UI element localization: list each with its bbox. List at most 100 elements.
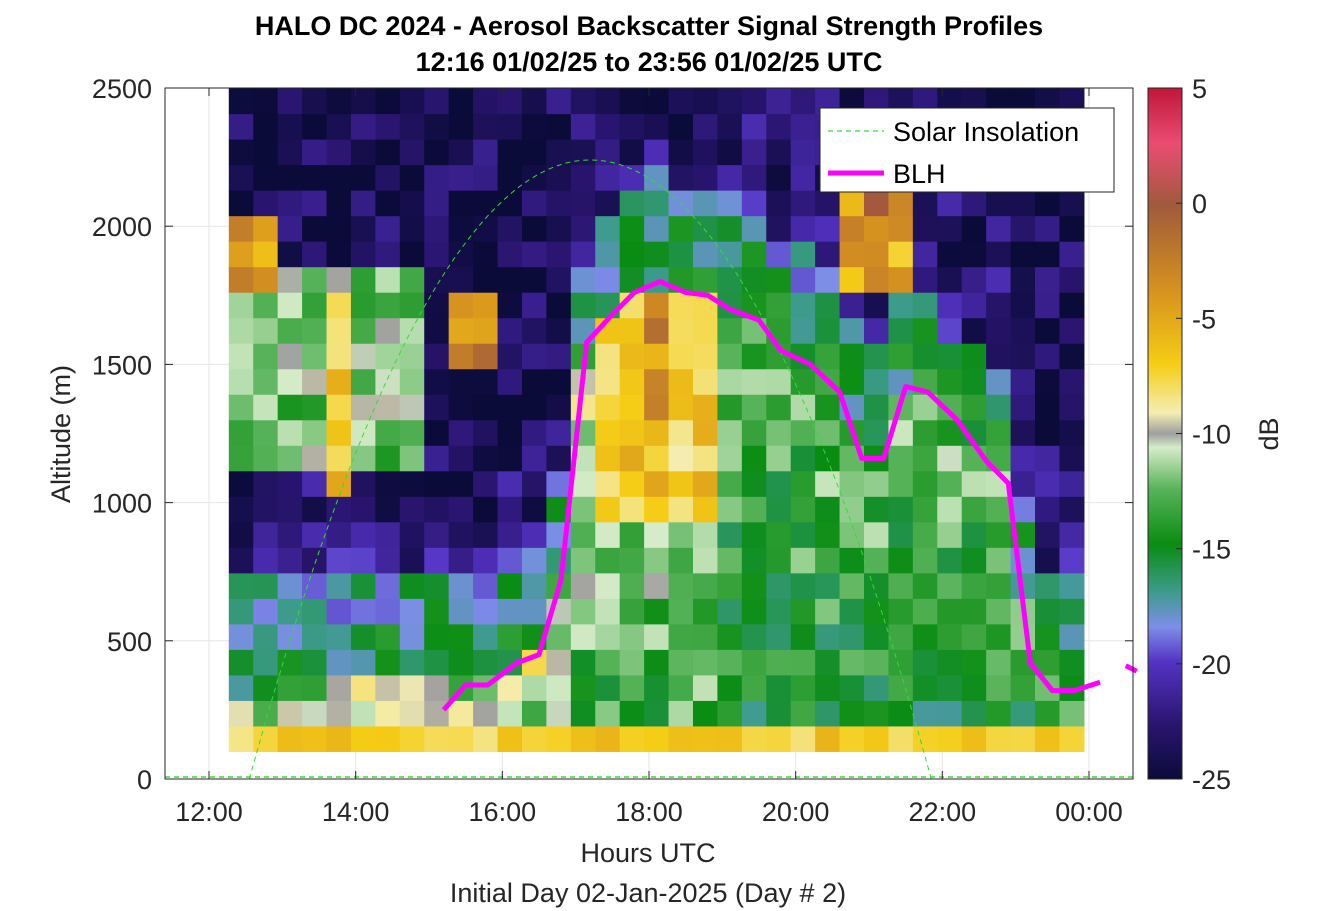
heatmap-cell xyxy=(399,215,425,242)
heatmap-cell xyxy=(570,496,596,523)
heatmap-cell xyxy=(570,547,596,574)
heatmap-cell xyxy=(1035,623,1061,650)
heatmap-cell xyxy=(253,317,279,344)
heatmap-cell xyxy=(326,139,352,166)
heatmap-cell xyxy=(253,368,279,395)
heatmap-cell xyxy=(619,113,645,140)
heatmap-cell xyxy=(790,521,816,548)
heatmap-cell xyxy=(863,343,890,370)
heatmap-cell xyxy=(644,215,670,242)
heatmap-cell xyxy=(448,317,474,344)
heatmap-cell xyxy=(668,317,694,344)
heatmap-cell xyxy=(277,266,303,293)
y-tick-label-1: 500 xyxy=(107,627,152,657)
heatmap-cell xyxy=(692,496,719,523)
heatmap-cell xyxy=(961,292,987,319)
heatmap-cell xyxy=(863,623,890,650)
heatmap-cell xyxy=(326,572,352,599)
heatmap-cell xyxy=(277,547,303,574)
heatmap-cell xyxy=(888,215,914,242)
heatmap-cell xyxy=(986,623,1012,650)
heatmap-cell xyxy=(766,113,792,140)
heatmap-cell xyxy=(912,343,938,370)
heatmap-cell xyxy=(619,623,645,650)
colorbar-tick-label-5: -20 xyxy=(1192,650,1231,680)
heatmap-cell xyxy=(986,649,1012,676)
heatmap-cell xyxy=(546,343,572,370)
heatmap-cell xyxy=(473,521,499,548)
heatmap-cell xyxy=(521,445,547,472)
heatmap-cell xyxy=(375,598,401,625)
heatmap-cell xyxy=(399,598,425,625)
heatmap-cell xyxy=(546,419,572,446)
heatmap-cell xyxy=(497,215,523,242)
heatmap-cell xyxy=(741,343,767,370)
heatmap-cell xyxy=(668,368,694,395)
heatmap-cell xyxy=(570,292,596,319)
heatmap-cell xyxy=(228,419,254,446)
heatmap-cell xyxy=(912,317,938,344)
heatmap-cell xyxy=(961,598,987,625)
heatmap-cell xyxy=(497,343,523,370)
heatmap-cell xyxy=(595,190,621,217)
x-axis-label-day: Initial Day 02-Jan-2025 (Day # 2) xyxy=(450,878,846,908)
heatmap-cell xyxy=(302,598,328,625)
heatmap-cell xyxy=(815,317,841,344)
heatmap-cell xyxy=(253,623,279,650)
heatmap-cell xyxy=(1010,674,1036,701)
heatmap-cell xyxy=(228,164,254,191)
heatmap-cell xyxy=(497,113,523,140)
heatmap-cell xyxy=(546,113,572,140)
heatmap-cell xyxy=(644,572,670,599)
heatmap-cell xyxy=(448,700,474,727)
heatmap-cell xyxy=(497,266,523,293)
heatmap-cell xyxy=(546,317,572,344)
heatmap-cell xyxy=(424,215,450,242)
heatmap-cell xyxy=(375,164,401,191)
heatmap-cell xyxy=(839,725,865,752)
heatmap-cell xyxy=(375,700,401,727)
heatmap-cell xyxy=(1059,598,1085,625)
heatmap-cell xyxy=(253,521,279,548)
heatmap-cell xyxy=(888,572,914,599)
heatmap-cell xyxy=(473,241,499,268)
heatmap-cell xyxy=(570,470,596,497)
heatmap-cell xyxy=(839,649,865,676)
heatmap-cell xyxy=(937,470,963,497)
series-line-solar-insolation xyxy=(248,159,932,780)
heatmap-cell xyxy=(277,470,303,497)
heatmap-cell xyxy=(473,113,499,140)
heatmap-cell xyxy=(350,241,376,268)
heatmap-cell xyxy=(888,700,914,727)
heatmap-cell xyxy=(326,623,352,650)
heatmap-cell xyxy=(570,623,596,650)
heatmap-cell xyxy=(253,725,279,752)
heatmap-cell xyxy=(448,164,474,191)
heatmap-cell xyxy=(448,496,474,523)
colorbar-tick-label-0: 5 xyxy=(1192,74,1207,104)
heatmap-cell xyxy=(277,521,303,548)
heatmap-cell xyxy=(692,445,719,472)
heatmap-cell xyxy=(399,419,425,446)
heatmap-cell xyxy=(619,725,645,752)
heatmap-cell xyxy=(277,394,303,421)
heatmap-cell xyxy=(595,470,621,497)
heatmap-cell xyxy=(741,725,767,752)
heatmap-cell xyxy=(961,572,987,599)
y-tick-label-0: 0 xyxy=(137,765,152,795)
heatmap-cell xyxy=(644,190,670,217)
series-line-blh-0 xyxy=(441,279,1101,712)
heatmap-cell xyxy=(717,266,743,293)
heatmap-cell xyxy=(497,190,523,217)
heatmap-cell xyxy=(692,241,719,268)
heatmap-cell xyxy=(228,521,254,548)
chart-subtitle: 12:16 01/02/25 to 23:56 01/02/25 UTC xyxy=(416,47,883,77)
heatmap-cell xyxy=(302,394,328,421)
heatmap-cell xyxy=(692,419,719,446)
heatmap-cell xyxy=(424,419,450,446)
heatmap-cell xyxy=(473,572,499,599)
heatmap-cell xyxy=(790,164,816,191)
heatmap-cell xyxy=(277,241,303,268)
heatmap-cell xyxy=(253,572,279,599)
heatmap-cell xyxy=(277,445,303,472)
